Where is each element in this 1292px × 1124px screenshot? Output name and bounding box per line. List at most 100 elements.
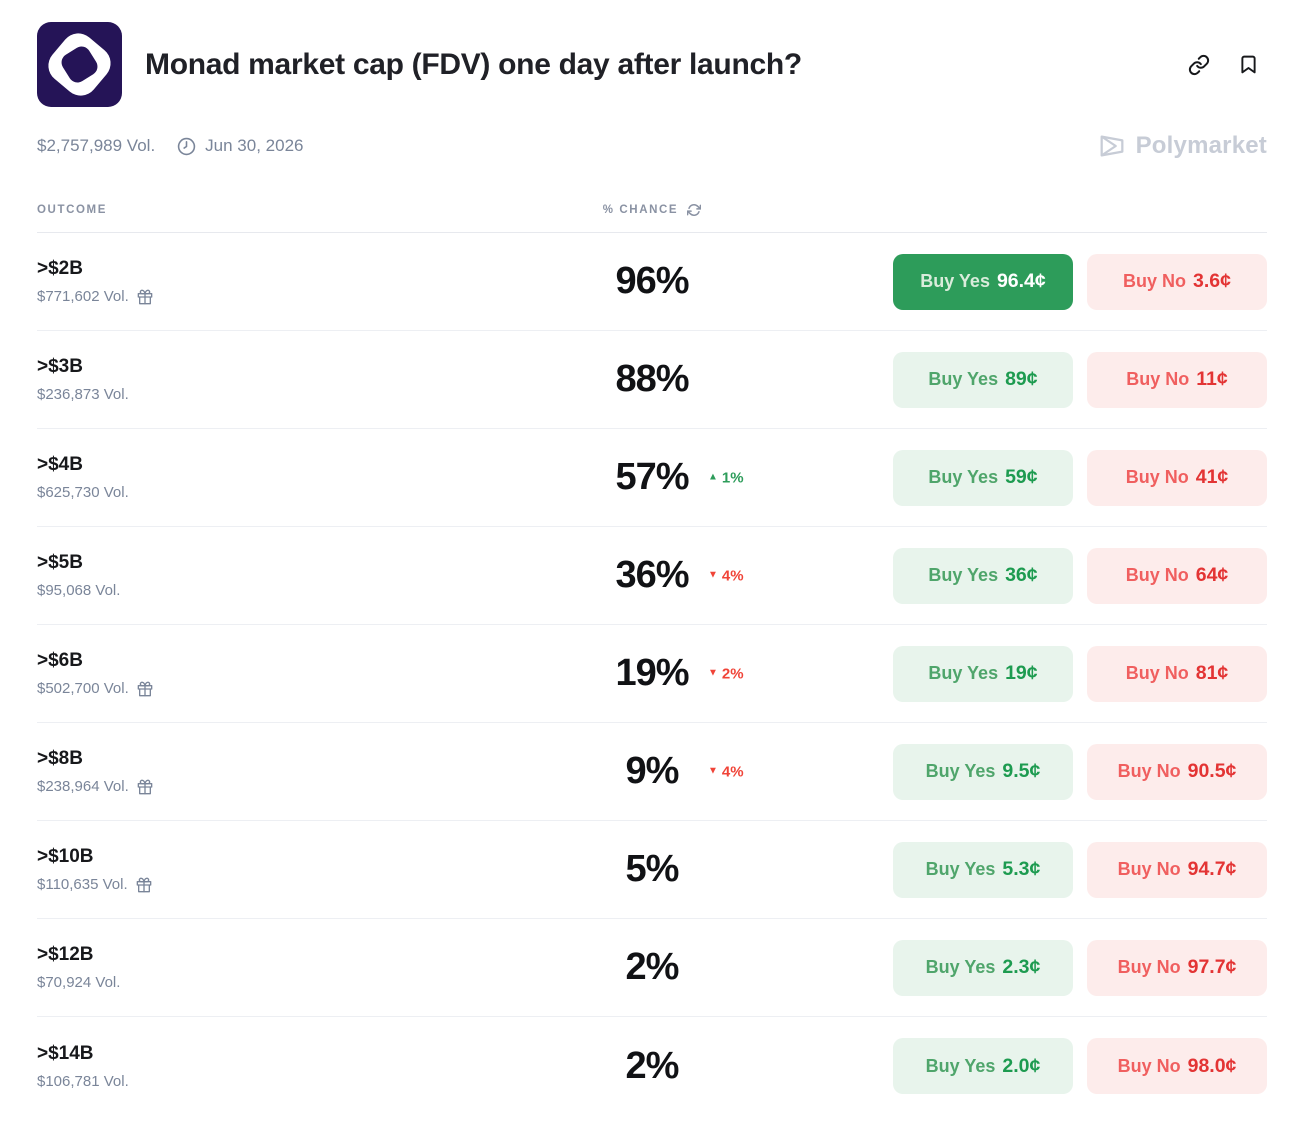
header-actions	[1188, 54, 1259, 76]
buy-no-button[interactable]: Buy No 97.7¢	[1087, 939, 1267, 996]
buy-no-price: 98.0¢	[1187, 1054, 1237, 1077]
buy-no-button[interactable]: Buy No 41¢	[1087, 449, 1267, 506]
outcome-cell: >$4B $625,730 Vol.	[37, 454, 557, 501]
outcome-list: >$2B $771,602 Vol. 96%	[37, 233, 1267, 1115]
market-header: Monad market cap (FDV) one day after lau…	[37, 22, 1267, 107]
outcome-row: >$3B $236,873 Vol. 88%	[37, 331, 1267, 429]
chance-change-indicator: ▼ 2%	[708, 665, 744, 682]
outcome-row: >$5B $95,068 Vol. 36% ▼ 4%	[37, 527, 1267, 625]
outcome-volume-line: $70,924 Vol.	[37, 974, 557, 991]
buy-no-button[interactable]: Buy No 98.0¢	[1087, 1038, 1267, 1094]
outcome-volume-line: $502,700 Vol.	[37, 680, 557, 697]
buy-yes-button[interactable]: Buy Yes 89¢	[893, 351, 1073, 408]
buy-yes-button[interactable]: Buy Yes 2.3¢	[893, 939, 1073, 996]
polymarket-brand-link[interactable]: Polymarket	[1097, 131, 1267, 161]
change-arrow-icon: ▼	[708, 569, 718, 581]
outcome-cell: >$8B $238,964 Vol.	[37, 748, 557, 795]
polymarket-logo-icon	[1097, 131, 1127, 161]
change-value: 1%	[721, 469, 744, 486]
outcome-volume: $771,602 Vol.	[37, 288, 129, 305]
outcome-name: >$6B	[37, 650, 83, 671]
copy-link-button[interactable]	[1188, 54, 1210, 76]
outcome-volume: $625,730 Vol.	[37, 484, 129, 501]
chance-value: 36%	[615, 554, 689, 596]
polymarket-brand-label: Polymarket	[1135, 132, 1267, 159]
chance-change-indicator: ▲ 1%	[708, 469, 744, 486]
bookmark-button[interactable]	[1238, 54, 1259, 75]
buy-no-label: Buy No	[1117, 1055, 1181, 1076]
chance-value: 88%	[615, 358, 689, 400]
buy-yes-button[interactable]: Buy Yes 19¢	[893, 645, 1073, 702]
market-meta: $2,757,989 Vol. Jun 30, 2026 Polymarket	[37, 131, 1267, 161]
outcome-volume-line: $236,873 Vol.	[37, 386, 557, 403]
outcome-row: >$2B $771,602 Vol. 96%	[37, 233, 1267, 331]
outcome-name: >$12B	[37, 944, 94, 965]
outcome-volume: $110,635 Vol.	[37, 876, 128, 893]
outcome-name: >$14B	[37, 1042, 94, 1064]
chance-value: 57%	[615, 456, 689, 498]
buy-yes-label: Buy Yes	[928, 369, 999, 389]
buy-yes-label: Buy Yes	[925, 957, 996, 977]
chance-column-header: % CHANCE	[557, 203, 747, 217]
buy-no-price: 64¢	[1195, 564, 1229, 586]
outcome-cell: >$2B $771,602 Vol.	[37, 258, 557, 305]
change-arrow-icon: ▼	[708, 667, 718, 679]
buy-no-price: 3.6¢	[1193, 270, 1231, 292]
buy-yes-label: Buy Yes	[928, 565, 999, 585]
buy-no-label: Buy No	[1117, 859, 1181, 879]
buy-no-button[interactable]: Buy No 11¢	[1087, 351, 1267, 408]
buy-yes-button[interactable]: Buy Yes 2.0¢	[893, 1038, 1073, 1094]
outcome-volume-line: $238,964 Vol.	[37, 778, 557, 795]
chance-cell: 96%	[557, 260, 747, 303]
link-icon	[1188, 54, 1210, 79]
chance-column-label: % CHANCE	[602, 204, 679, 216]
chance-cell: 2%	[557, 946, 747, 989]
outcome-name: >$3B	[37, 356, 83, 377]
chance-value: 96%	[615, 260, 689, 302]
outcome-cell: >$14B $106,781 Vol.	[37, 1043, 557, 1090]
outcome-volume-line: $95,068 Vol.	[37, 582, 557, 599]
buy-yes-price: 36¢	[1005, 564, 1038, 586]
end-date: Jun 30, 2026	[205, 136, 304, 155]
buy-yes-label: Buy Yes	[920, 271, 990, 291]
buy-no-button[interactable]: Buy No 81¢	[1087, 645, 1267, 702]
buy-yes-label: Buy Yes	[925, 859, 996, 879]
buy-no-button[interactable]: Buy No 90.5¢	[1087, 743, 1267, 800]
chance-cell: 57% ▲ 1%	[557, 456, 747, 499]
buy-no-label: Buy No	[1117, 957, 1181, 977]
bookmark-icon	[1238, 55, 1259, 78]
outcome-column-header: OUTCOME	[37, 204, 107, 216]
outcome-volume: $95,068 Vol.	[37, 582, 121, 599]
outcome-name: >$5B	[37, 552, 83, 573]
buy-yes-button[interactable]: Buy Yes 96.4¢	[893, 253, 1073, 310]
buy-no-price: 90.5¢	[1187, 760, 1237, 782]
outcome-row: >$10B $110,635 Vol. 5%	[37, 821, 1267, 919]
buy-no-button[interactable]: Buy No 94.7¢	[1087, 841, 1267, 898]
chance-cell: 2%	[557, 1045, 747, 1088]
gift-rewards-icon	[136, 877, 152, 893]
buy-yes-button[interactable]: Buy Yes 5.3¢	[893, 841, 1073, 898]
chance-value: 2%	[625, 946, 680, 988]
buy-yes-price: 9.5¢	[1002, 760, 1041, 782]
chance-cell: 5%	[557, 848, 747, 891]
outcome-row: >$6B $502,700 Vol. 19% ▼ 2%	[37, 625, 1267, 723]
buy-yes-button[interactable]: Buy Yes 9.5¢	[893, 743, 1073, 800]
buy-yes-label: Buy Yes	[928, 663, 999, 683]
table-header: OUTCOME % CHANCE	[37, 203, 1267, 233]
refresh-icon[interactable]	[687, 203, 702, 217]
chance-value: 19%	[615, 652, 689, 694]
outcome-cell: >$3B $236,873 Vol.	[37, 356, 557, 403]
buy-yes-button[interactable]: Buy Yes 36¢	[893, 547, 1073, 604]
outcome-row: >$14B $106,781 Vol. 2%	[37, 1017, 1267, 1115]
buy-no-price: 81¢	[1195, 662, 1229, 684]
buy-no-button[interactable]: Buy No 3.6¢	[1087, 253, 1267, 310]
buy-no-button[interactable]: Buy No 64¢	[1087, 547, 1267, 604]
buy-yes-button[interactable]: Buy Yes 59¢	[893, 449, 1073, 506]
buy-no-label: Buy No	[1125, 565, 1189, 585]
change-value: 4%	[721, 567, 744, 584]
buy-no-price: 97.7¢	[1187, 956, 1237, 978]
chance-value: 2%	[625, 1044, 680, 1087]
total-volume: $2,757,989 Vol.	[37, 136, 156, 155]
chance-change-indicator: ▼ 4%	[708, 567, 744, 584]
